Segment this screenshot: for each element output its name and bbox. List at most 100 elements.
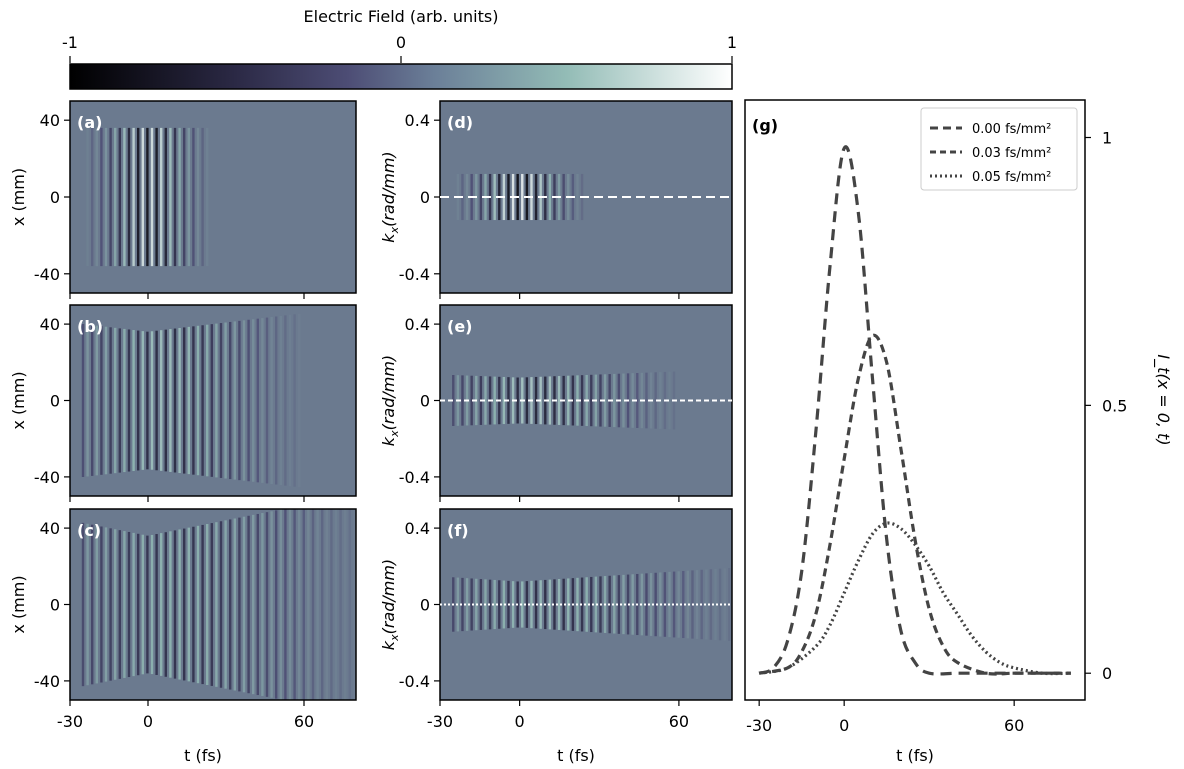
x-tick-label: -30	[57, 712, 83, 731]
fringe	[247, 319, 250, 482]
fringe	[81, 522, 85, 687]
y-tick-label: 0	[1102, 664, 1112, 683]
heatmap-panel-f: (f) 0.4 0 -0.4 -30 0 60 kx(rad/mm)	[379, 508, 733, 731]
fringe	[196, 525, 200, 684]
fringe	[164, 127, 167, 267]
heatmap-panels: (a) 40 0 -40 x (mm) (b) 40 0 -40 x (mm) (c) 40 0 -40 -…	[9, 100, 733, 765]
fringe	[146, 127, 149, 267]
legend: 0.00 fs/mm² 0.03 fs/mm² 0.05 fs/mm²	[920, 107, 1078, 191]
fringe	[521, 581, 524, 628]
fringe	[192, 326, 195, 475]
fringe	[238, 517, 241, 692]
fringe	[86, 324, 89, 477]
fringe	[137, 127, 140, 267]
heatmap-background	[70, 101, 356, 293]
fringe	[275, 316, 278, 485]
fringe	[553, 579, 556, 630]
fringe	[201, 325, 204, 476]
fringe	[192, 127, 195, 267]
fringe	[132, 330, 135, 471]
fringe	[187, 127, 190, 267]
fringe	[714, 568, 717, 641]
fringe	[576, 173, 579, 221]
fringe	[219, 323, 223, 478]
heatmap-panel-c: (c) 40 0 -40 -30 0 60 x (mm)	[9, 508, 357, 731]
fringe	[178, 127, 181, 267]
fringe	[521, 173, 524, 221]
fringe	[187, 326, 190, 475]
fringe	[288, 509, 292, 700]
fringe	[91, 325, 94, 476]
fringe	[215, 522, 218, 687]
fringe	[229, 321, 232, 480]
fringe	[284, 509, 287, 700]
fringe	[256, 513, 259, 696]
y-tick-label: 1	[1102, 129, 1112, 148]
panel-label-c: (c)	[77, 521, 101, 540]
fringe	[224, 322, 227, 479]
x-tick-label: 60	[294, 712, 314, 731]
fringe	[173, 530, 177, 679]
fringe	[123, 531, 126, 678]
fringe	[461, 375, 464, 426]
fringe	[617, 575, 621, 634]
fringe	[155, 127, 158, 267]
panel-label-b: (b)	[77, 317, 103, 336]
y-tick-label: -40	[34, 672, 60, 691]
y-tick-label: 0	[420, 392, 430, 411]
fringe	[141, 534, 144, 675]
x-axis-label: t (fs)	[557, 746, 595, 765]
fringe	[709, 569, 713, 640]
fringe	[613, 575, 616, 634]
fringe	[178, 327, 181, 474]
fringe	[484, 376, 487, 425]
fringe	[288, 314, 292, 487]
y-axis-label: x (mm)	[9, 371, 28, 429]
fringe	[160, 330, 163, 471]
fringe	[178, 529, 181, 680]
y-tick-label: -40	[34, 265, 60, 284]
fringe	[109, 528, 112, 681]
fringe	[201, 127, 204, 267]
y-axis-label: x (mm)	[9, 168, 28, 226]
fringe	[242, 320, 246, 481]
fringe	[686, 570, 690, 639]
fringe	[470, 578, 473, 631]
fringe	[206, 324, 209, 477]
fringe	[150, 127, 154, 267]
fringe	[562, 578, 565, 631]
fringe	[247, 515, 250, 694]
heatmap-panel-b: (b) 40 0 -40 x (mm)	[9, 304, 357, 502]
fringe	[270, 317, 273, 484]
fringe	[321, 509, 324, 700]
fringe	[585, 577, 588, 632]
fringe	[265, 317, 269, 484]
fringe	[123, 328, 126, 473]
y-tick-label: 0.5	[1102, 396, 1127, 415]
y-tick-label: -0.4	[399, 672, 430, 691]
legend-label: 0.00 fs/mm²	[972, 122, 1051, 137]
fringe	[534, 173, 538, 221]
fringe	[132, 532, 135, 677]
legend-label: 0.05 fs/mm²	[972, 170, 1051, 185]
fringe	[613, 373, 616, 428]
fringe	[256, 318, 259, 483]
fringe	[109, 327, 112, 474]
fringe	[155, 330, 158, 471]
fringe	[141, 331, 144, 470]
fringe	[192, 526, 195, 683]
fringe	[86, 523, 89, 686]
fringe	[479, 173, 483, 221]
fringe	[265, 512, 269, 697]
fringe	[224, 520, 227, 689]
y-tick-label: 0	[50, 392, 60, 411]
fringe	[118, 328, 121, 473]
y-tick-label: -40	[34, 468, 60, 487]
fringe	[242, 516, 246, 693]
fringe	[146, 535, 149, 674]
fringe	[196, 325, 200, 476]
fringe	[284, 315, 287, 486]
fringe	[302, 509, 305, 700]
fringe	[81, 324, 85, 477]
fringe	[109, 127, 112, 267]
